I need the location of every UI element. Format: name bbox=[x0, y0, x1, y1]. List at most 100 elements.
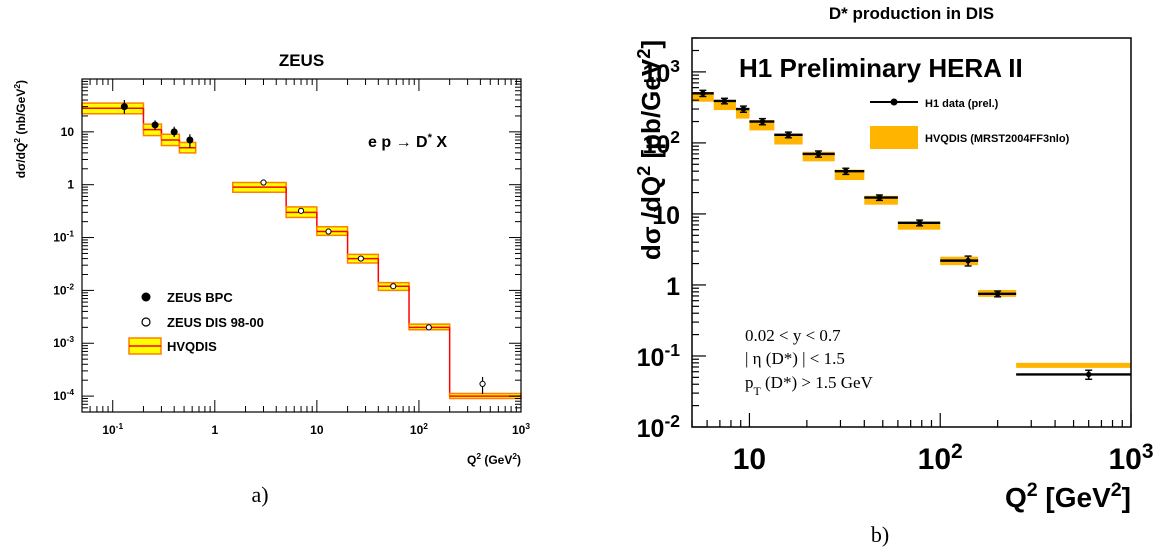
h1-point bbox=[1085, 371, 1092, 378]
y-tick-label: 10 bbox=[652, 202, 680, 230]
text-part: 1 bbox=[67, 178, 74, 192]
text-part: ZEUS BPC bbox=[167, 290, 233, 305]
text-part: -3 bbox=[67, 334, 75, 344]
text-part: 10 bbox=[53, 336, 67, 350]
text-part: -2 bbox=[67, 281, 75, 291]
legend-marker-h1-point bbox=[890, 98, 898, 106]
experiment-label: H1 Preliminary HERA II bbox=[739, 53, 1023, 83]
legend-marker-hvqdis bbox=[870, 126, 918, 149]
x-axis-title: Q2 (GeV2) bbox=[467, 451, 521, 467]
x-axis-title: Q2 [GeV2] bbox=[1005, 479, 1131, 513]
x-tick-label: 103 bbox=[512, 421, 530, 437]
y-axis-title: dσ/dQ2 (nb/GeV2) bbox=[12, 80, 28, 178]
text-part: -2 bbox=[664, 411, 680, 431]
text-part: T bbox=[754, 384, 762, 398]
text-part: ) bbox=[14, 80, 28, 84]
y-tick-label: 10-3 bbox=[53, 334, 74, 350]
text-part: 2 bbox=[634, 166, 654, 176]
text-part: 2 bbox=[512, 451, 517, 461]
text-part: -1 bbox=[67, 229, 75, 239]
text-part: 1 bbox=[211, 423, 218, 437]
h1-point bbox=[876, 194, 883, 201]
text-part: 2 bbox=[634, 49, 654, 59]
cut-label: 0.02 < y < 0.7 bbox=[745, 326, 841, 345]
dis-point bbox=[357, 255, 364, 262]
cut-label: | η (D*) | < 1.5 bbox=[745, 349, 845, 368]
y-tick-label: 10-2 bbox=[53, 281, 74, 297]
text-part: (nb/GeV bbox=[14, 89, 28, 138]
legend-label-hvqdis: HVQDIS (MRST2004FF3nlo) bbox=[925, 133, 1070, 145]
x-tick-label: 10-1 bbox=[102, 421, 123, 437]
text-part: 10 bbox=[53, 231, 67, 245]
text-part: * bbox=[428, 132, 433, 144]
bpc-point bbox=[151, 121, 159, 129]
text-part: dσ /dQ bbox=[636, 176, 666, 260]
x-tick-label: 103 bbox=[1108, 440, 1153, 477]
h1-point bbox=[965, 257, 971, 264]
text-part: 3 bbox=[525, 421, 530, 431]
hvqdis-band bbox=[1016, 362, 1131, 368]
h1-point bbox=[994, 291, 1001, 297]
text-part: X bbox=[432, 134, 447, 151]
text-part: 10 bbox=[410, 423, 424, 437]
text-part: 10 bbox=[53, 283, 67, 297]
text-part: 2 bbox=[670, 127, 680, 147]
y-tick-label: 10 bbox=[61, 125, 75, 139]
y-tick-label: 10-2 bbox=[637, 411, 681, 443]
panel-label-a: a) bbox=[251, 482, 268, 507]
text-part: 0.02 < y < 0.7 bbox=[745, 326, 841, 345]
dis-point bbox=[297, 207, 305, 214]
text-part: e p bbox=[368, 134, 396, 151]
text-part: 3 bbox=[1142, 440, 1154, 463]
cut-label: pT (D*) > 1.5 GeV bbox=[745, 373, 874, 398]
bpc-point bbox=[170, 128, 178, 136]
text-part: -1 bbox=[116, 421, 124, 431]
text-part: ) bbox=[517, 453, 521, 467]
hvqdis-band bbox=[713, 100, 736, 111]
text-part: [pb/GeV bbox=[636, 58, 666, 166]
reaction-annotation: e p → D* X bbox=[368, 132, 447, 151]
x-tick-label: 10 bbox=[733, 443, 766, 476]
y-tick-label: 103 bbox=[642, 56, 680, 88]
text-part: 3 bbox=[670, 56, 680, 76]
y-tick-label: 102 bbox=[642, 127, 680, 159]
text-part: (GeV bbox=[481, 453, 512, 467]
hvqdis-band bbox=[735, 108, 750, 119]
h1-point bbox=[843, 168, 849, 174]
text-part: 10 bbox=[53, 389, 67, 403]
legend-label-bpc: ZEUS BPC bbox=[167, 290, 233, 305]
h1-point bbox=[815, 151, 822, 157]
bpc-point bbox=[120, 103, 128, 111]
x-tick-label: 10 bbox=[310, 423, 324, 437]
h1-point bbox=[916, 220, 923, 226]
plot-frame bbox=[691, 37, 1132, 428]
text-part: 10 bbox=[918, 443, 951, 476]
y-tick-label: 10-1 bbox=[637, 340, 681, 372]
chart-title: D* production in DIS bbox=[829, 4, 994, 23]
h1-point bbox=[721, 98, 728, 104]
text-part: ZEUS DIS 98-00 bbox=[167, 315, 264, 330]
y-axis-title: dσ /dQ2 [pb/GeV2] bbox=[634, 40, 666, 260]
text-part: 2 bbox=[1111, 479, 1122, 501]
text-part: 10 bbox=[310, 423, 324, 437]
y-tick-label: 10-4 bbox=[53, 387, 74, 403]
dis-point bbox=[260, 179, 267, 186]
text-part: D bbox=[416, 134, 428, 151]
text-part: 10 bbox=[512, 423, 526, 437]
text-part: dσ/dQ bbox=[14, 143, 28, 179]
y-tick-label: 1 bbox=[666, 273, 680, 301]
text-part: 10 bbox=[637, 415, 665, 443]
text-part: 10 bbox=[637, 344, 665, 372]
text-part: H1 data (prel.) bbox=[925, 98, 999, 110]
text-part: | η (D*) | < 1.5 bbox=[745, 349, 845, 368]
text-part: 10 bbox=[652, 202, 680, 230]
dis-point bbox=[425, 324, 432, 331]
text-part: ] bbox=[1122, 482, 1131, 513]
text-part: HVQDIS bbox=[167, 339, 217, 354]
text-part: 10 bbox=[61, 125, 75, 139]
text-part: -1 bbox=[664, 340, 680, 360]
text-part: 2 bbox=[12, 138, 22, 143]
y-tick-label: 10-1 bbox=[53, 229, 74, 245]
